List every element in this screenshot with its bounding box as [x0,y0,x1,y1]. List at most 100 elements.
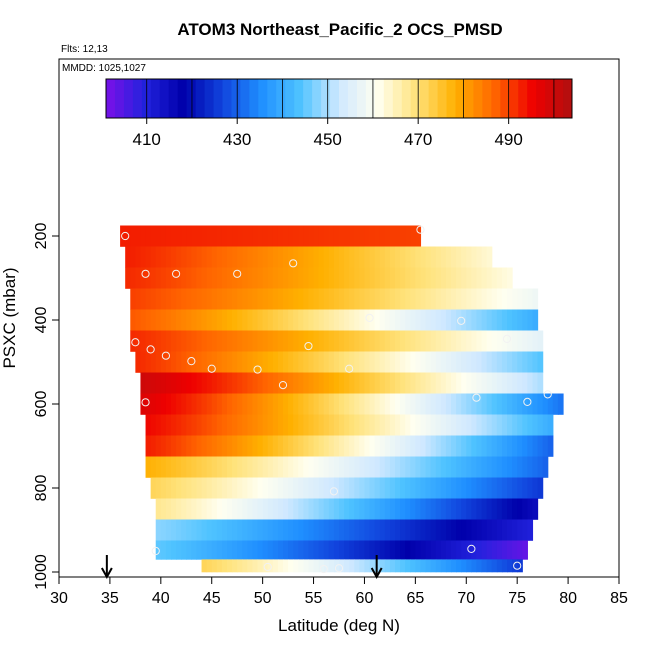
heatmap-cell [191,225,198,247]
heatmap-cell [252,456,259,478]
heatmap-cell [140,288,147,310]
heatmap-cell [211,414,218,436]
heatmap-cell [384,540,391,560]
heatmap-cell [221,477,228,499]
heatmap-cell [395,372,401,394]
heatmap-cell [206,330,213,352]
heatmap-cell [257,330,264,352]
heatmap-cell [415,288,422,310]
heatmap-cell [150,225,157,247]
heatmap-cell [344,519,350,541]
heatmap-cell [283,498,289,520]
heatmap-cell [323,559,330,573]
heatmap-cell [221,540,228,560]
heatmap-cell [267,309,274,331]
heatmap-cell [186,246,192,268]
heatmap-cell [451,351,457,373]
heatmap-cell [303,435,310,457]
heatmap-cell [252,477,259,499]
colorbar-segment [473,79,483,118]
heatmap-cell [145,309,152,331]
heatmap-cell [461,288,467,310]
heatmap-cell [267,435,274,457]
heatmap-cell [410,477,416,499]
heatmap-cell [176,351,182,373]
heatmap-cell [466,414,472,436]
x-tick-label: 80 [559,590,577,607]
heatmap-cell [155,288,162,310]
heatmap-cell [415,393,422,415]
heatmap-cell [303,393,310,415]
heatmap-cell [150,330,157,352]
heatmap-cell [303,246,310,268]
heatmap-cell [456,540,462,560]
heatmap-cell [277,288,284,310]
heatmap-cell [486,267,493,289]
heatmap-cell [522,435,528,457]
heatmap-cell [140,246,147,268]
heatmap-cell [344,309,350,331]
heatmap-cell [359,477,366,499]
heatmap-cell [440,498,447,520]
heatmap-cell [328,372,335,394]
heatmap-cell [160,267,167,289]
colorbar-segment [545,79,555,118]
sample-point [263,562,272,572]
heatmap-cell [247,456,254,478]
heatmap-cell [491,477,498,499]
heatmap-cell [196,393,203,415]
heatmap-cell [512,393,518,415]
heatmap-cell [318,288,325,310]
heatmap-cell [456,456,462,478]
heatmap-cell [384,309,391,331]
heatmap-cell [349,351,355,373]
heatmap-cell [364,246,371,268]
colorbar-segment [294,79,304,118]
heatmap-cell [486,246,493,268]
heatmap-cell [313,456,320,478]
heatmap-cell [318,351,325,373]
heatmap-cell [283,393,289,415]
heatmap-cell [501,498,508,520]
heatmap-cell [242,414,248,436]
sample-point [329,487,339,496]
heatmap-cell [435,540,442,560]
colorbar-segment [240,79,250,118]
heatmap-cell [288,477,294,499]
heatmap-cell [247,288,254,310]
heatmap-cell [349,225,355,247]
heatmap-cell [232,414,238,436]
heatmap-cell [440,559,447,573]
heatmap-cell [364,267,371,289]
heatmap-cell [211,519,218,541]
heatmap-cell [471,330,478,352]
heatmap-cell [517,559,523,573]
heatmap-cell [191,477,198,499]
heatmap-cell [211,393,218,415]
heatmap-cell [257,435,264,457]
heatmap-cell [216,477,223,499]
heatmap-cell [155,246,162,268]
heatmap-cell [272,351,279,373]
heatmap-cell [160,519,167,541]
heatmap-cell [196,246,203,268]
heatmap-cell [552,393,559,415]
heatmap-cell [333,435,340,457]
heatmap-cell [507,414,513,436]
heatmap-cell [430,540,437,560]
heatmap-cell [201,246,208,268]
heatmap-cell [425,246,432,268]
colorbar-segment [204,79,215,118]
heatmap-cell [165,456,172,478]
heatmap-cell [125,225,131,247]
heatmap-cell [247,393,254,415]
x-tick-label: 55 [305,590,323,607]
heatmap-cell [221,246,228,268]
heatmap-cell [176,330,182,352]
heatmap-cell [160,393,167,415]
heatmap-cell [267,414,274,436]
heatmap-cell [496,456,503,478]
heatmap-cell [277,351,284,373]
heatmap-cell [359,267,366,289]
heatmap-cell [369,351,376,373]
